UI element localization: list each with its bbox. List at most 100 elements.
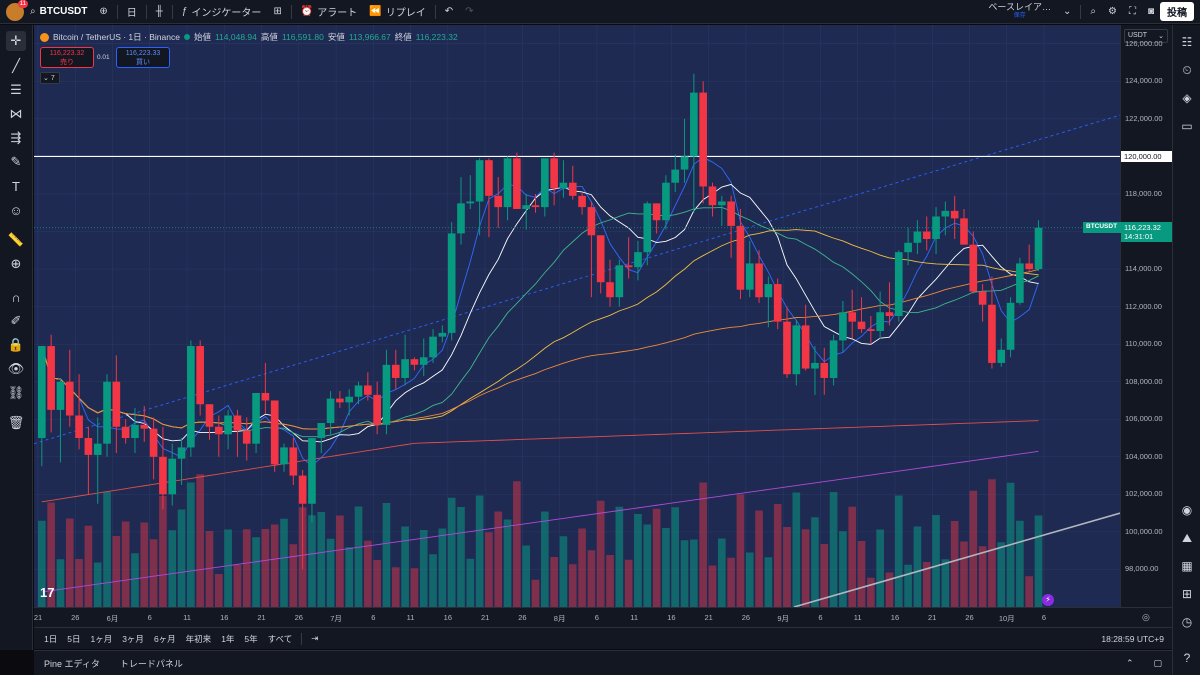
eye-icon[interactable]: 👁 (7, 361, 25, 376)
date-range-icon[interactable]: ⇥ (311, 633, 319, 643)
layout-label: ベースレイア… (988, 1, 1051, 12)
candle-body (447, 233, 456, 333)
range-6m[interactable]: 6ヶ月 (153, 633, 176, 644)
grid-apps-icon[interactable]: ⊞ (1181, 587, 1193, 601)
candle-body (727, 201, 735, 226)
collapse-icon[interactable]: ⌃ (1125, 657, 1134, 668)
volume-bar (159, 496, 167, 607)
chat-icon[interactable]: ▭ (1181, 119, 1193, 133)
alert-button[interactable]: ⏰ アラート (295, 0, 363, 24)
range-ytd[interactable]: 年初来 (185, 633, 212, 644)
mountain-icon[interactable]: ⛰ (1181, 530, 1193, 545)
trade-panel-tab[interactable]: トレードパネル (119, 658, 183, 669)
price-tick: 106,000.00 (1125, 414, 1163, 424)
candle-body (187, 346, 195, 448)
volume-bar (466, 558, 475, 607)
post-button[interactable]: 投稿 (1160, 2, 1194, 21)
volume-bar (541, 511, 549, 607)
watchlist-icon[interactable]: ☷ (1181, 35, 1193, 49)
redo-button[interactable]: ↷ (459, 0, 479, 24)
tradingview-logo-icon[interactable]: 17 (40, 585, 55, 600)
volume-bar (913, 526, 922, 607)
crosshair-icon[interactable]: ✛ (6, 31, 26, 51)
compare-button[interactable]: ⊕ (93, 0, 113, 24)
time-tick: 11 (406, 613, 415, 622)
chart-type-button[interactable]: ╫ (150, 0, 169, 24)
magnet-icon[interactable]: ∩ (11, 289, 21, 305)
symbol-price-tag: BTCUSDT (1083, 221, 1121, 233)
time-tick: 8月 (553, 614, 566, 623)
range-3m[interactable]: 3ヶ月 (122, 633, 144, 644)
help-icon[interactable]: ? (1183, 651, 1191, 665)
brush-icon[interactable]: ✎ (10, 154, 22, 169)
undo-button[interactable]: ↶ (439, 0, 459, 24)
candle-body (550, 158, 558, 189)
notifications-icon[interactable]: ◷ (1181, 615, 1193, 629)
trendline-icon[interactable]: ╱ (12, 58, 20, 73)
candle-body (233, 415, 242, 431)
price-tick: 102,000.00 (1125, 489, 1163, 499)
range-all[interactable]: すべて (267, 633, 293, 644)
snapshot-button[interactable]: ◙ (1142, 0, 1160, 24)
target-icon[interactable]: ◉ (1181, 503, 1193, 517)
volume-bar (522, 545, 531, 607)
scale-settings-icon[interactable]: ◎ (1142, 612, 1150, 622)
lock-drawing-icon[interactable]: ✐ (10, 313, 22, 328)
text-icon[interactable]: T (12, 178, 20, 194)
currency-label: USDT (1128, 32, 1148, 39)
replay-button[interactable]: ⏪ リプレイ (363, 0, 431, 24)
time-tick: 26 (71, 613, 80, 622)
volume-bar (811, 517, 819, 607)
pine-editor-tab[interactable]: Pine エディタ (44, 658, 100, 669)
range-1m[interactable]: 1ヶ月 (90, 633, 113, 644)
candle-body (634, 252, 642, 268)
clock[interactable]: 18:28:59 UTC+9 (1101, 634, 1164, 644)
time-scale[interactable]: 21 26 6月 6 11 16 21 26 7月 6 11 16 21 26 8月 6 11 16 21 26 9月 6… (34, 594, 1172, 627)
layers-icon[interactable]: ◈ (1182, 91, 1192, 105)
sell-button[interactable]: 116,223.32 売り (40, 47, 94, 68)
symbol-search[interactable]: ⌕ BTCUSDT (24, 0, 93, 24)
candle-body (93, 443, 102, 455)
templates-button[interactable]: ⊞ (267, 0, 287, 24)
emoji-icon[interactable]: ☺ (9, 202, 23, 218)
buy-button[interactable]: 116,223.33 買い (116, 47, 170, 68)
range-1d[interactable]: 1日 (44, 633, 58, 644)
layout-button[interactable]: ベースレイア… 保存 (982, 0, 1057, 24)
price-tick: 118,000.00 (1125, 188, 1162, 198)
candle-body (1034, 227, 1043, 270)
maximize-icon[interactable]: ▢ (1153, 657, 1162, 668)
settings-button[interactable]: ⚙ (1102, 0, 1123, 24)
range-1y[interactable]: 1年 (221, 633, 235, 644)
zoom-in-icon[interactable]: ⊕ (10, 256, 22, 271)
candle-body (513, 158, 521, 209)
indicator-collapse-button[interactable]: ⌄ 7 (40, 72, 60, 84)
price-scale[interactable]: USDT ⌄ 126,000.00 124,000.00 122,000.00 120,… (1120, 25, 1173, 607)
candle-body (820, 362, 829, 378)
fib-icon[interactable]: ☰ (10, 82, 22, 97)
candle-body (121, 426, 130, 439)
user-avatar[interactable]: 11 (6, 0, 28, 21)
alerts-clock-icon[interactable]: ⏲ (1182, 62, 1192, 77)
quick-search-button[interactable]: ⌕ (1084, 0, 1102, 24)
indicators-button[interactable]: ƒ インジケーター (176, 0, 268, 24)
layout-menu-button[interactable]: ⌄ (1057, 0, 1077, 24)
symbol-name[interactable]: Bitcoin / TetherUS · 1日 · Binance (53, 32, 180, 42)
range-5y[interactable]: 5年 (244, 633, 258, 644)
fullscreen-button[interactable]: ⛶ (1123, 0, 1142, 24)
lightning-icon[interactable]: ⚡ (1042, 594, 1054, 606)
range-5d[interactable]: 5日 (67, 633, 81, 644)
currency-select[interactable]: USDT ⌄ (1124, 29, 1168, 43)
link-icon[interactable]: ⛓ (7, 385, 25, 400)
lock-icon[interactable]: 🔒 (7, 337, 25, 352)
candle-body (1025, 263, 1034, 270)
volume-bar (494, 511, 503, 607)
chart-pane[interactable] (34, 25, 1120, 607)
volume-bar (662, 528, 670, 607)
forecast-icon[interactable]: ⇶ (10, 130, 22, 145)
trash-icon[interactable]: 🗑 (7, 415, 25, 430)
candle-body (429, 336, 437, 358)
ruler-icon[interactable]: 📏 (7, 232, 25, 247)
interval-button[interactable]: 日 (121, 0, 143, 24)
pattern-icon[interactable]: ⋈ (9, 106, 23, 121)
calendar-icon[interactable]: ▦ (1181, 559, 1193, 573)
